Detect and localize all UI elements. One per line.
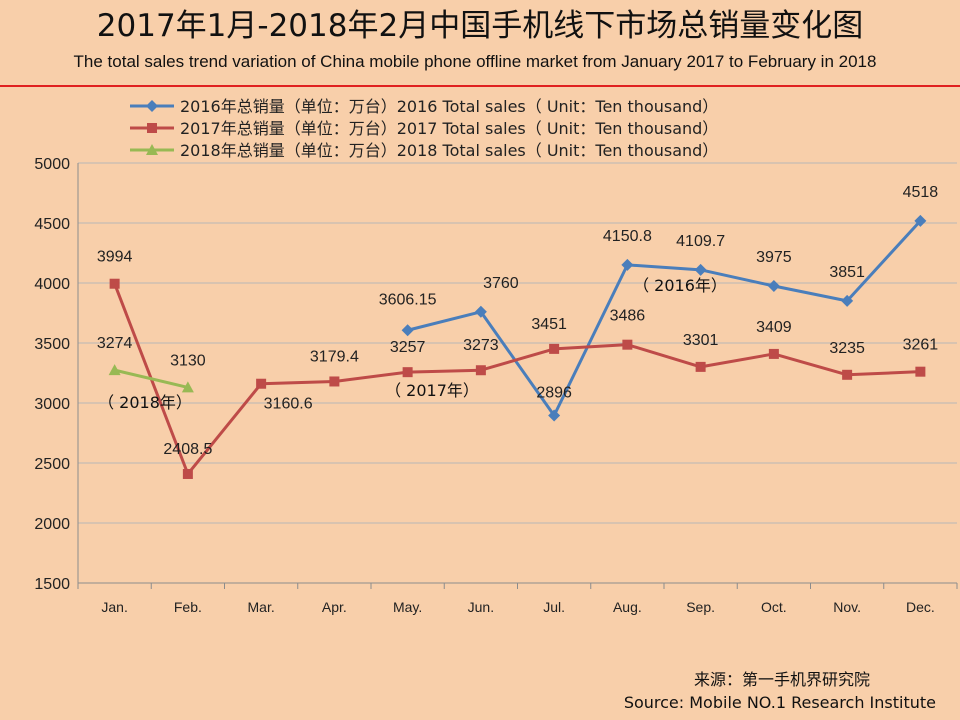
x-tick-label: Feb. [174,599,202,615]
x-tick-label: Jan. [101,599,127,615]
data-label: 4518 [903,184,939,201]
legend-marker [146,100,158,112]
annotation-2018: （ 2018年） [98,393,192,412]
series-layer [108,214,927,479]
data-label: 3274 [97,335,133,352]
series-2017-line [113,283,921,476]
data-label: 4150.8 [603,228,652,245]
series-2017-point [695,361,706,372]
series-2016-line [407,219,922,417]
legend-item: 2017年总销量（单位：万台）2017 Total sales（ Unit：Te… [130,119,718,138]
data-label: 3606.15 [379,291,437,308]
series-2017-point [622,339,633,350]
series-2017-point [256,378,267,389]
series-2016 [401,214,927,422]
annotation-2017: （ 2017年） [385,381,479,400]
data-label: 3179.4 [310,348,359,365]
series-2016-point [841,294,854,307]
x-tick-label: May. [393,599,422,615]
series-2016-point [548,409,561,422]
legend-marker [146,144,158,155]
legend-label: 2017年总销量（单位：万台）2017 Total sales（ Unit：Te… [180,119,718,138]
data-label: 3851 [829,264,865,281]
x-tick-label: Oct. [761,599,787,615]
y-tick-label: 4000 [34,276,70,293]
legend-marker [147,123,157,133]
series-2018-point [108,364,121,376]
y-tick-label: 1500 [34,576,70,593]
x-tick-label: Jul. [543,599,565,615]
legend: 2016年总销量（单位：万台）2016 Total sales（ Unit：Te… [130,97,718,160]
series-2017 [109,278,926,479]
series-2016-point [474,305,487,318]
x-tick-label: Nov. [833,599,861,615]
data-label: 3409 [756,319,792,336]
series-2017-point [549,343,560,354]
series-2017-point [329,376,340,387]
x-tick-label: Sep. [686,599,715,615]
y-tick-label: 2500 [34,456,70,473]
data-label: 3975 [756,249,792,266]
series-2018-line [114,368,189,389]
series-2017-point [915,366,926,377]
chart-subtitle: The total sales trend variation of China… [74,52,877,71]
data-label: 4109.7 [676,233,725,250]
series-2017-point [768,348,779,359]
data-labels: 3606.15 3760 2896 4150.8 4109.7 3975 3851 4518 3… [97,184,938,458]
series-2016-point [401,324,414,337]
source-note: 来源：第一手机界研究院 Source: Mobile NO.1 Research… [624,670,936,712]
data-label: 3273 [463,337,499,354]
annotations: （ 2018年） （ 2017年） （ 2016年） [98,276,727,412]
x-tick-label: Dec. [906,599,935,615]
x-tick-label: Jun. [468,599,494,615]
y-tick-label: 2000 [34,516,70,533]
series-2017-point [402,367,413,378]
data-label: 2408.5 [163,441,212,458]
data-label: 3257 [390,339,426,356]
source-cn: 来源：第一手机界研究院 [694,670,870,689]
x-tick-label: Apr. [322,599,347,615]
series-2016-point [767,280,780,292]
data-label: 3261 [903,337,939,354]
data-label: 3160.6 [264,396,313,413]
data-label: 3235 [829,340,865,357]
series-2017-point [475,365,486,376]
legend-item: 2018年总销量（单位：万台）2018 Total sales（ Unit：Te… [130,141,718,160]
x-tick-label: Aug. [613,599,642,615]
series-2016-point [621,258,634,271]
data-label: 3760 [483,275,519,292]
annotation-2016: （ 2016年） [633,276,727,295]
gridlines [78,162,957,584]
legend-item: 2016年总销量（单位：万台）2016 Total sales（ Unit：Te… [130,97,718,116]
y-tick-label: 3000 [34,396,70,413]
data-label: 3130 [170,352,206,369]
y-tick-label: 5000 [34,156,70,173]
series-2018 [108,364,194,393]
x-tick-label: Mar. [248,599,275,615]
series-2018-point [181,381,194,393]
data-label: 3451 [531,316,567,333]
data-label: 2896 [536,384,572,401]
data-label: 3486 [610,308,646,325]
series-2017-point [109,278,120,289]
y-tick-label: 4500 [34,216,70,233]
source-en: Source: Mobile NO.1 Research Institute [624,693,936,712]
legend-label: 2016年总销量（单位：万台）2016 Total sales（ Unit：Te… [180,97,718,116]
series-2016-point [694,263,707,276]
axes: 1500 2000 2500 3000 3500 4000 4500 5000 Jan. Feb.… [34,156,958,615]
data-label: 3994 [97,249,133,266]
legend-label: 2018年总销量（单位：万台）2018 Total sales（ Unit：Te… [180,141,718,160]
series-2017-point [182,468,193,479]
series-2016-point [914,214,927,227]
series-2017-point [842,369,853,380]
data-label: 3301 [683,332,719,349]
y-tick-label: 3500 [34,336,70,353]
chart-title: 2017年1月-2018年2月中国手机线下市场总销量变化图 [97,8,863,44]
